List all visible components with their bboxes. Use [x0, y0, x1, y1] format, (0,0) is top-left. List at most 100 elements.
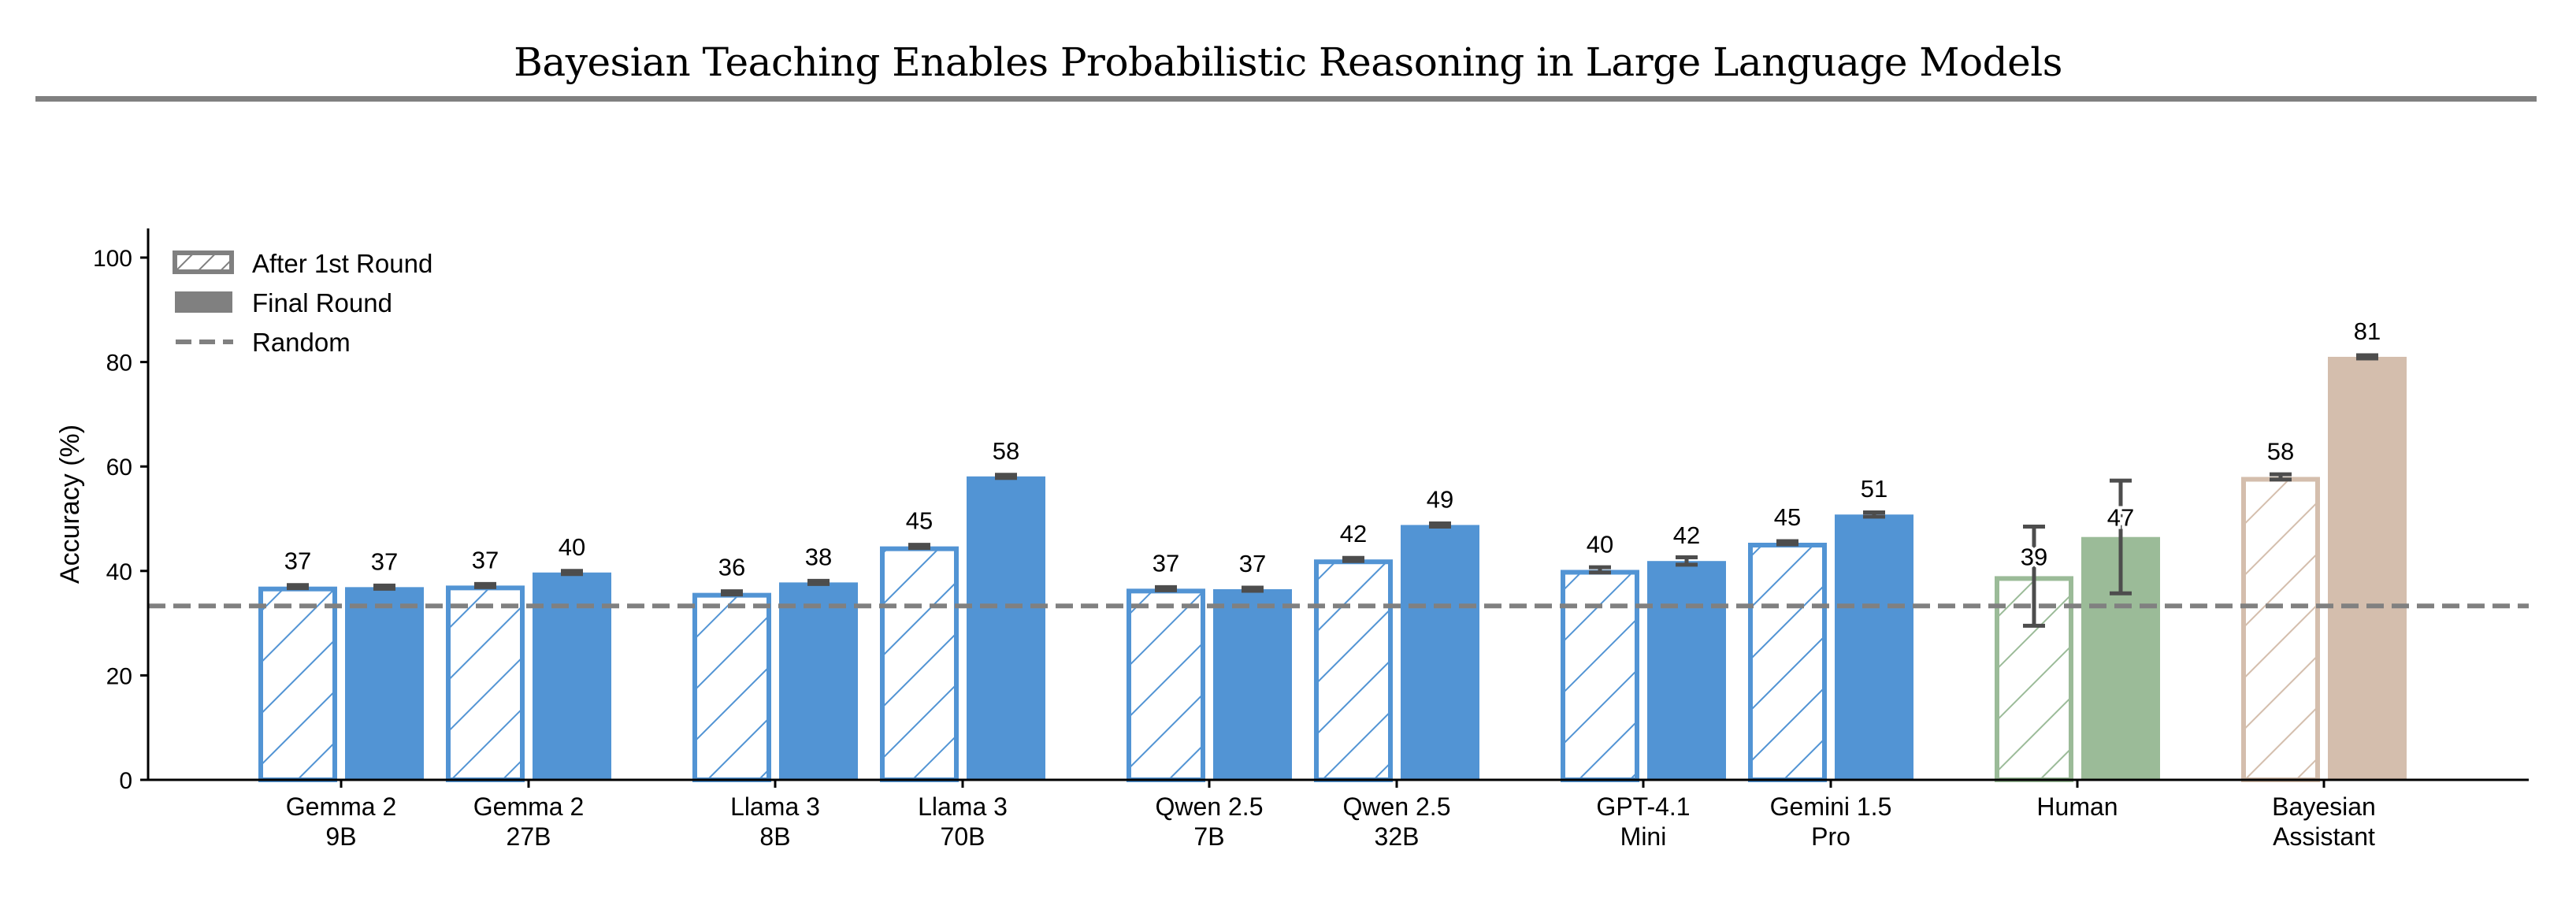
legend-item-random: Random — [176, 328, 351, 357]
legend-label-final-round: Final Round — [252, 288, 392, 317]
bar-after-first-round — [880, 546, 959, 782]
x-tick-label: Assistant — [2273, 822, 2375, 851]
error-bar — [1429, 521, 1451, 529]
x-tick-label: Human — [2036, 792, 2118, 821]
bar-final-round — [779, 582, 858, 780]
bar-final-round — [1647, 561, 1726, 780]
legend-item-final-round: Final Round — [175, 288, 392, 317]
x-tick-label: Pro — [1811, 822, 1850, 851]
bar-final-round — [345, 587, 424, 780]
error-bar — [908, 543, 930, 551]
error-bar — [1676, 555, 1698, 567]
bar-after-first-round — [1314, 559, 1393, 782]
bar-after-first-round — [2241, 477, 2320, 783]
x-tick-label: 32B — [1375, 822, 1420, 851]
value-label: 37 — [1239, 550, 1266, 577]
y-tick-label: 100 — [93, 246, 132, 272]
error-bar — [807, 578, 830, 586]
error-bar — [2356, 353, 2378, 361]
error-bar — [1342, 555, 1364, 563]
legend: After 1st Round Final Round Random — [173, 249, 432, 357]
value-label: 45 — [1774, 503, 1801, 531]
error-bar — [721, 589, 743, 597]
bar-after-first-round — [692, 592, 771, 782]
legend-item-after-first-round: After 1st Round — [173, 249, 432, 278]
error-bar — [1155, 584, 1177, 592]
value-label: 47 — [2107, 504, 2134, 532]
x-tick-label: Gemma 2 — [473, 792, 584, 821]
bar-after-first-round — [1561, 570, 1639, 782]
bar-final-round — [1213, 589, 1292, 780]
value-label: 39 — [2021, 543, 2047, 570]
x-tick-label: Bayesian — [2272, 792, 2376, 821]
error-bar — [995, 473, 1017, 481]
error-bars-layer — [287, 353, 2378, 628]
x-tick-label: 9B — [325, 822, 356, 851]
bar-after-first-round — [446, 585, 525, 783]
value-label: 37 — [284, 547, 311, 575]
y-tick-label: 20 — [106, 663, 132, 689]
bar-after-first-round — [1748, 542, 1827, 782]
bar-final-round — [2328, 356, 2407, 781]
x-tick-label: Mini — [1620, 822, 1667, 851]
error-bar — [2023, 524, 2045, 628]
error-bar — [373, 583, 395, 591]
value-label: 36 — [718, 554, 745, 581]
error-bar — [1863, 510, 1885, 519]
y-tick-label: 80 — [106, 351, 132, 377]
value-label: 58 — [993, 437, 1019, 465]
x-tick-label: 7B — [1193, 822, 1224, 851]
y-axis-label: Accuracy (%) — [55, 425, 85, 584]
value-label: 45 — [906, 507, 933, 535]
value-label: 37 — [1153, 549, 1179, 577]
error-bar — [2110, 478, 2132, 596]
error-bar — [1589, 565, 1611, 575]
error-bar — [474, 581, 496, 589]
bars-layer — [258, 356, 2407, 783]
y-tick-label: 60 — [106, 455, 132, 481]
error-bar — [1242, 585, 1264, 593]
x-tick-label: Llama 3 — [730, 792, 820, 821]
x-tick-label: Gemini 1.5 — [1770, 792, 1892, 821]
value-label: 42 — [1340, 520, 1367, 547]
value-label: 40 — [559, 533, 585, 561]
value-label: 40 — [1587, 530, 1613, 558]
error-bar — [287, 583, 309, 591]
x-tick-label: 70B — [941, 822, 985, 851]
legend-swatch-hatched — [173, 250, 234, 274]
chart-title: Bayesian Teaching Enables Probabilistic … — [514, 39, 2062, 85]
value-labels-layer: 37 37 37 40 36 38 45 58 37 37 42 49 40 42 45 51 39 47 58 81 — [284, 317, 2381, 581]
bar-final-round — [1835, 514, 1913, 780]
value-label: 42 — [1673, 521, 1700, 549]
bar-after-first-round — [1127, 588, 1205, 782]
x-tick-label: Qwen 2.5 — [1156, 792, 1264, 821]
value-label: 51 — [1861, 475, 1887, 503]
value-label: 58 — [2267, 437, 2294, 465]
bar-final-round — [1401, 525, 1479, 780]
y-tick-label: 40 — [106, 559, 132, 585]
x-tick-label: 8B — [759, 822, 790, 851]
x-tick-label: 27B — [507, 822, 551, 851]
value-label: 49 — [1427, 485, 1453, 513]
x-tick-label: GPT-4.1 — [1596, 792, 1690, 821]
bar-after-first-round — [258, 586, 337, 782]
x-tick-label: Llama 3 — [918, 792, 1008, 821]
value-label: 81 — [2354, 317, 2381, 345]
x-tick-label: Gemma 2 — [286, 792, 396, 821]
x-tick-label: Qwen 2.5 — [1343, 792, 1451, 821]
legend-label-after-first-round: After 1st Round — [252, 249, 432, 278]
legend-label-random: Random — [252, 328, 351, 357]
legend-swatch-filled — [175, 291, 232, 313]
error-bar — [2270, 472, 2292, 482]
bar-final-round — [533, 572, 611, 780]
error-bar — [561, 569, 583, 577]
title-divider — [35, 96, 2537, 102]
value-label: 38 — [805, 543, 832, 570]
value-label: 37 — [371, 547, 398, 575]
error-bar — [1776, 539, 1798, 547]
value-label: 37 — [472, 546, 499, 573]
bar-final-round — [967, 476, 1045, 780]
y-tick-label: 0 — [119, 768, 132, 794]
